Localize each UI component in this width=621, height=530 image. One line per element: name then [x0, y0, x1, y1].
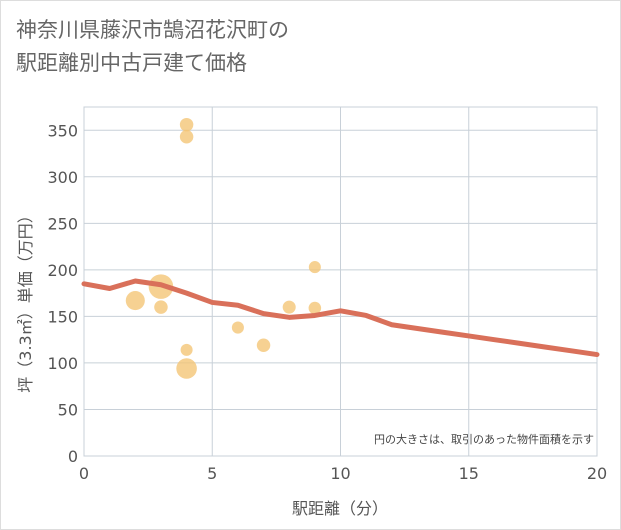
- x-tick-label: 0: [79, 464, 89, 483]
- chart-note: 円の大きさは、取引のあった物件面積を示す: [374, 432, 594, 446]
- data-bubble: [125, 291, 145, 311]
- x-tick-label: 10: [330, 464, 350, 483]
- trend-line: [81, 278, 600, 358]
- x-tick-label: 20: [587, 464, 607, 483]
- y-tick-label: 250: [47, 214, 78, 233]
- data-bubble: [256, 338, 271, 352]
- y-tick-label: 200: [47, 261, 78, 280]
- y-tick-label: 150: [47, 307, 78, 326]
- y-tick-label: 0: [68, 447, 78, 466]
- data-bubble: [308, 301, 322, 315]
- y-tick-label: 350: [47, 121, 78, 140]
- data-bubble: [282, 300, 296, 314]
- y-tick-label: 100: [47, 354, 78, 373]
- y-tick-label: 50: [58, 400, 78, 419]
- x-axis-title: 駅距離（分）: [292, 499, 388, 518]
- data-bubble: [231, 321, 244, 334]
- y-tick-label: 300: [47, 168, 78, 187]
- data-bubble: [179, 130, 194, 144]
- x-tick-label: 15: [459, 464, 479, 483]
- data-bubble: [179, 117, 194, 132]
- data-bubble: [154, 300, 168, 314]
- y-axis-title: 坪（3.3㎡）単価（万円）: [16, 207, 35, 392]
- data-bubble: [308, 261, 321, 274]
- chart-title: 神奈川県藤沢市鵠沼花沢町の 駅距離別中古戸建て価格: [16, 18, 289, 75]
- data-bubble: [176, 358, 197, 379]
- data-bubble: [180, 343, 193, 356]
- x-tick-label: 5: [207, 464, 217, 483]
